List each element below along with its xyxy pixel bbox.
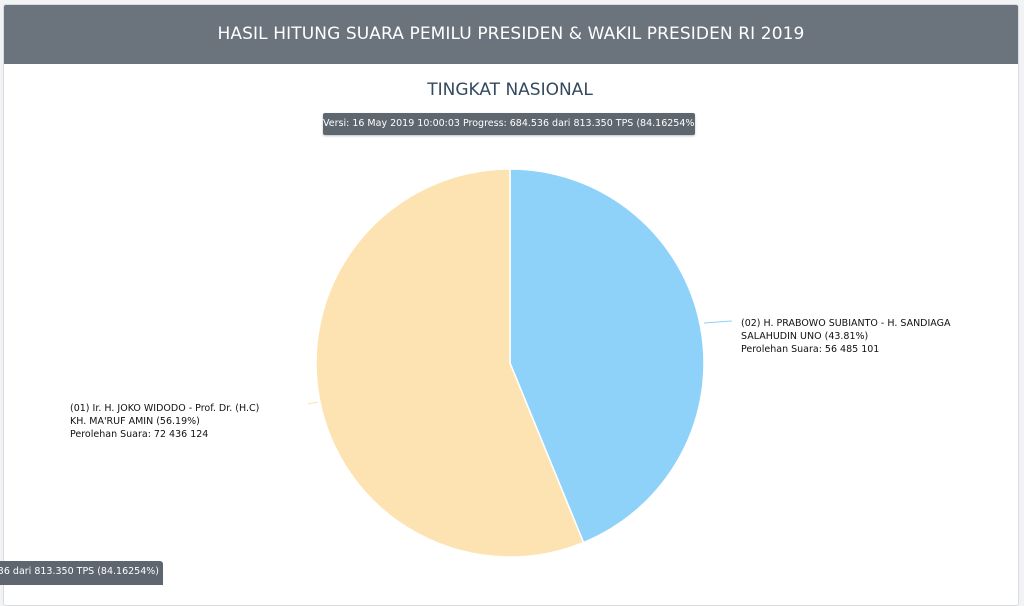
slice-label-line: (02) H. PRABOWO SUBIANTO - H. SANDIAGA [741,318,951,329]
pie-chart: (02) H. PRABOWO SUBIANTO - H. SANDIAGA SA… [70,168,951,558]
slice-label-1: (01) Ir. H. JOKO WIDODO - Prof. Dr. (H.C… [70,403,259,440]
progress-badge: Versi: 16 May 2019 10:00:03 Progress: 68… [323,113,695,135]
slice-label-line: Perolehan Suara: 72 436 124 [70,429,208,440]
slice-label-line: (01) Ir. H. JOKO WIDODO - Prof. Dr. (H.C… [70,403,259,414]
slice-connector-1 [307,401,319,405]
pie-slice-2[interactable] [509,168,705,544]
page-header: HASIL HITUNG SUARA PEMILU PRESIDEN & WAK… [4,5,1018,64]
slice-label-line: Perolehan Suara: 56 485 101 [741,344,879,355]
pie-slice-1[interactable] [315,168,585,558]
chart-title: TINGKAT NASIONAL [427,80,593,100]
slice-label-2: (02) H. PRABOWO SUBIANTO - H. SANDIAGA SA… [741,318,951,355]
slice-connector-2 [703,320,733,324]
progress-tooltip: Versi: 16 May 2019 10:00:03 Progress: 68… [0,561,163,585]
slice-label-line: SALAHUDIN UNO (43.81%) [741,331,868,342]
progress-tooltip-text: Versi: 16 May 2019 10:00:03 Progress: 68… [0,566,159,577]
slice-label-line: KH. MA'RUF AMIN (56.19%) [70,416,200,427]
